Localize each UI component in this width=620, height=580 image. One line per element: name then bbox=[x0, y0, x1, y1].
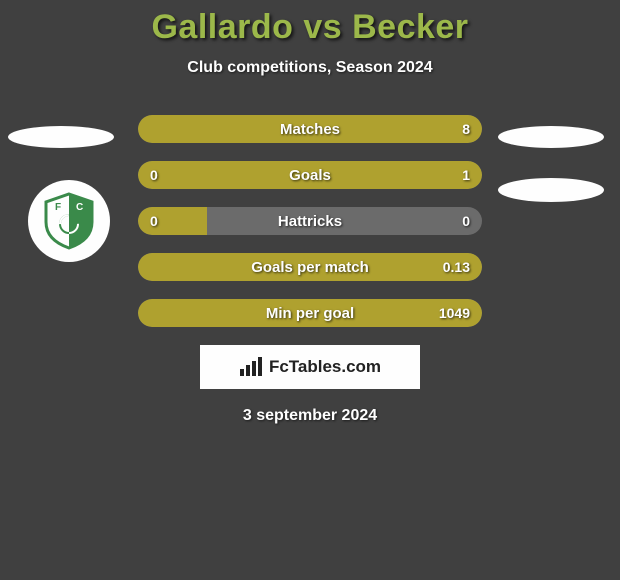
stat-value-right: 1049 bbox=[439, 305, 470, 321]
watermark[interactable]: FcTables.com bbox=[200, 345, 420, 389]
content-area: F C Matches8Goals01Hattricks00Goals per … bbox=[0, 115, 620, 425]
stat-row: Matches8 bbox=[138, 115, 482, 143]
svg-text:C: C bbox=[76, 202, 83, 213]
stat-label: Goals per match bbox=[138, 259, 482, 276]
stat-label: Goals bbox=[138, 167, 482, 184]
stat-value-left: 0 bbox=[150, 167, 158, 183]
stat-label: Min per goal bbox=[138, 305, 482, 322]
player-right-ellipse-2 bbox=[498, 178, 604, 202]
player-left-ellipse bbox=[8, 126, 114, 148]
club-badge: F C bbox=[28, 180, 110, 262]
stat-rows: Matches8Goals01Hattricks00Goals per matc… bbox=[138, 115, 482, 327]
page-title: Gallardo vs Becker bbox=[0, 0, 620, 47]
stat-label: Hattricks bbox=[138, 213, 482, 230]
subtitle: Club competitions, Season 2024 bbox=[0, 59, 620, 77]
player-right-ellipse bbox=[498, 126, 604, 148]
stat-row: Min per goal1049 bbox=[138, 299, 482, 327]
stat-value-right: 0.13 bbox=[443, 259, 470, 275]
bars-icon bbox=[239, 357, 263, 377]
stat-row: Hattricks0 0 bbox=[138, 207, 482, 235]
svg-text:F: F bbox=[55, 202, 61, 213]
stat-value-right: 1 bbox=[462, 167, 470, 183]
stat-value-left: 0 bbox=[150, 213, 158, 229]
date-text: 3 september 2024 bbox=[0, 407, 620, 425]
shield-icon: F C bbox=[42, 192, 96, 250]
stat-row: Goals0 1 bbox=[138, 161, 482, 189]
stat-label: Matches bbox=[138, 121, 482, 138]
stat-row: Goals per match0.13 bbox=[138, 253, 482, 281]
watermark-text: FcTables.com bbox=[269, 357, 381, 377]
stat-value-right: 0 bbox=[462, 213, 470, 229]
stat-value-right: 8 bbox=[462, 121, 470, 137]
